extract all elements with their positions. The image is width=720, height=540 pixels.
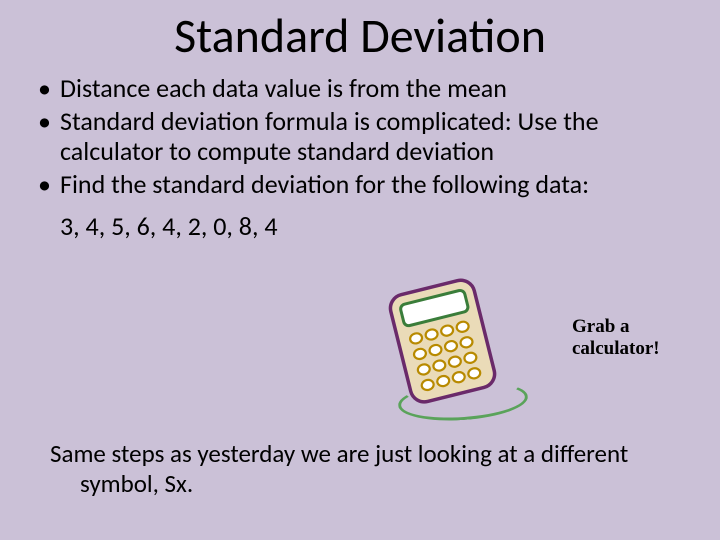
bullet-item: Distance each data value is from the mea… (38, 73, 690, 104)
slide-title: Standard Deviation (0, 0, 720, 73)
footer-note: Same steps as yesterday we are just look… (50, 439, 680, 498)
calculator-illustration (368, 278, 548, 428)
calculator-caption: Grab a calculator! (572, 316, 692, 360)
bullet-list: Distance each data value is from the mea… (0, 73, 720, 200)
data-values: 3, 4, 5, 6, 4, 2, 0, 8, 4 (0, 210, 720, 242)
bullet-item: Standard deviation formula is complicate… (38, 106, 690, 167)
bullet-item: Find the standard deviation for the foll… (38, 169, 690, 200)
